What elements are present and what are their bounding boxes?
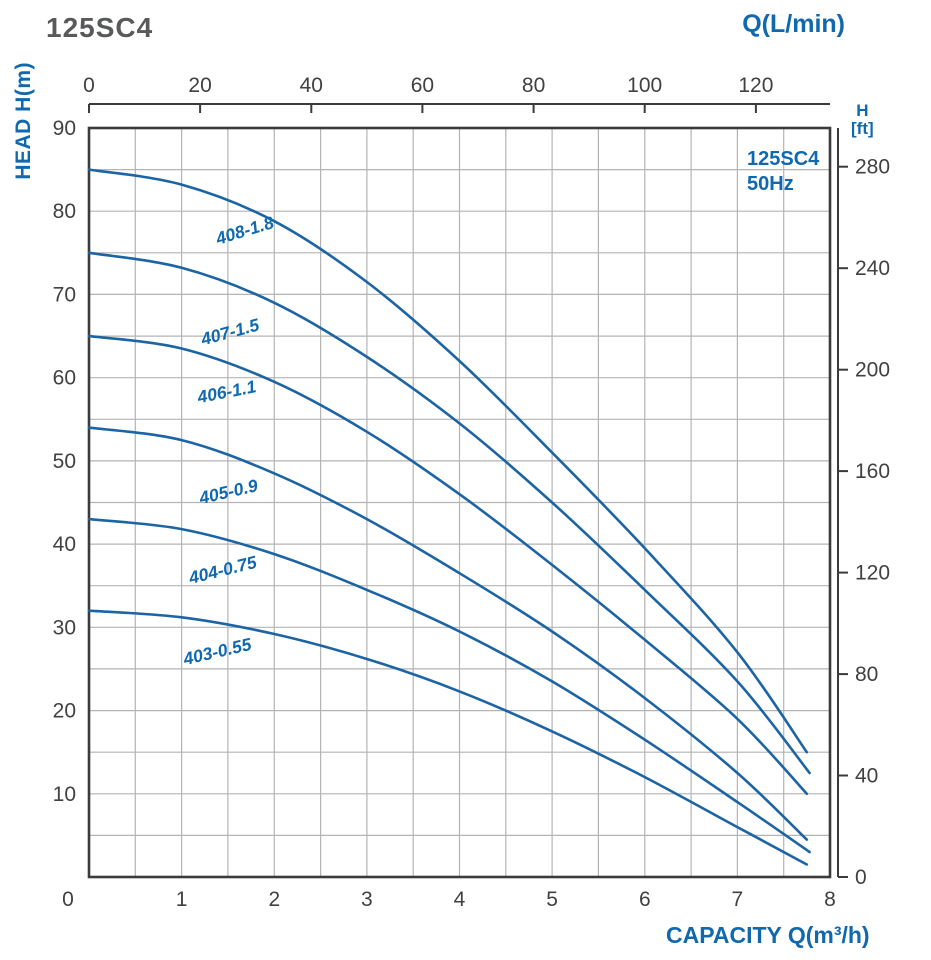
bottom-axis-tick-label: 7 <box>732 888 744 911</box>
right-axis-label: H [ft] <box>851 102 874 138</box>
right-axis-tick-label: 160 <box>855 460 890 483</box>
curve-label: 408-1.8 <box>212 212 276 249</box>
left-axis-tick-label: 30 <box>53 616 76 639</box>
curve-label: 406-1.1 <box>195 376 258 407</box>
bottom-axis-tick-label: 2 <box>268 888 280 911</box>
left-axis-tick-label: 20 <box>53 700 76 723</box>
top-axis-tick-label: 80 <box>522 74 545 97</box>
top-axis-tick-label: 40 <box>300 74 323 97</box>
left-axis-tick-label: 10 <box>53 783 76 806</box>
left-axis-tick-label: 40 <box>53 533 76 556</box>
legend-model: 125SC4 <box>747 148 820 170</box>
bottom-axis-tick-label: 0 <box>62 888 74 911</box>
curve-label: 403-0.55 <box>180 634 253 669</box>
left-axis-tick-label: 50 <box>53 450 76 473</box>
top-axis-tick-label: 120 <box>738 74 773 97</box>
pump-curve <box>87 251 811 775</box>
top-axis-tick-label: 20 <box>188 74 211 97</box>
top-axis-tick-label: 60 <box>411 74 434 97</box>
pump-curve <box>87 517 811 854</box>
legend-frequency: 50Hz <box>747 173 794 195</box>
top-axis-tick-label: 0 <box>83 74 95 97</box>
top-axis-label: Q(L/min) <box>742 10 845 38</box>
bottom-axis-tick-label: 5 <box>546 888 558 911</box>
right-axis-tick-label: 280 <box>855 156 890 179</box>
bottom-axis-tick-label: 8 <box>824 888 836 911</box>
right-axis-tick-label: 200 <box>855 359 890 382</box>
right-axis-label-line2: [ft] <box>851 118 874 138</box>
page-title: 125SC4 <box>46 12 154 43</box>
left-axis-label: HEAD H(m) <box>12 62 35 180</box>
bottom-axis-tick-label: 3 <box>361 888 373 911</box>
curve-label: 407-1.5 <box>198 314 262 349</box>
pump-curve <box>87 334 809 796</box>
left-axis-tick-label: 60 <box>53 367 76 390</box>
left-axis-tick-label: 90 <box>53 117 76 140</box>
right-axis-tick-label: 0 <box>855 866 867 889</box>
chart-legend: 125SC4 50Hz <box>747 147 819 197</box>
left-axis-tick-label: 80 <box>53 200 76 223</box>
right-axis-tick-label: 240 <box>855 257 890 280</box>
right-axis-tick-label: 40 <box>855 765 878 788</box>
pump-curve <box>87 609 809 866</box>
bottom-axis-label: CAPACITY Q(m³/h) <box>666 922 870 948</box>
bottom-axis-tick-label: 1 <box>176 888 188 911</box>
right-axis-label-line1: H <box>856 101 869 120</box>
pump-curve <box>87 426 809 841</box>
pump-curve <box>87 168 809 754</box>
bottom-axis-tick-label: 6 <box>639 888 651 911</box>
right-axis-tick-label: 120 <box>855 562 890 585</box>
curve-label: 404-0.75 <box>186 552 259 588</box>
right-axis-tick-label: 80 <box>855 663 878 686</box>
top-axis-tick-label: 100 <box>627 74 662 97</box>
bottom-axis-tick-label: 4 <box>454 888 466 911</box>
left-axis-tick-label: 70 <box>53 283 76 306</box>
plot-border <box>87 126 832 879</box>
